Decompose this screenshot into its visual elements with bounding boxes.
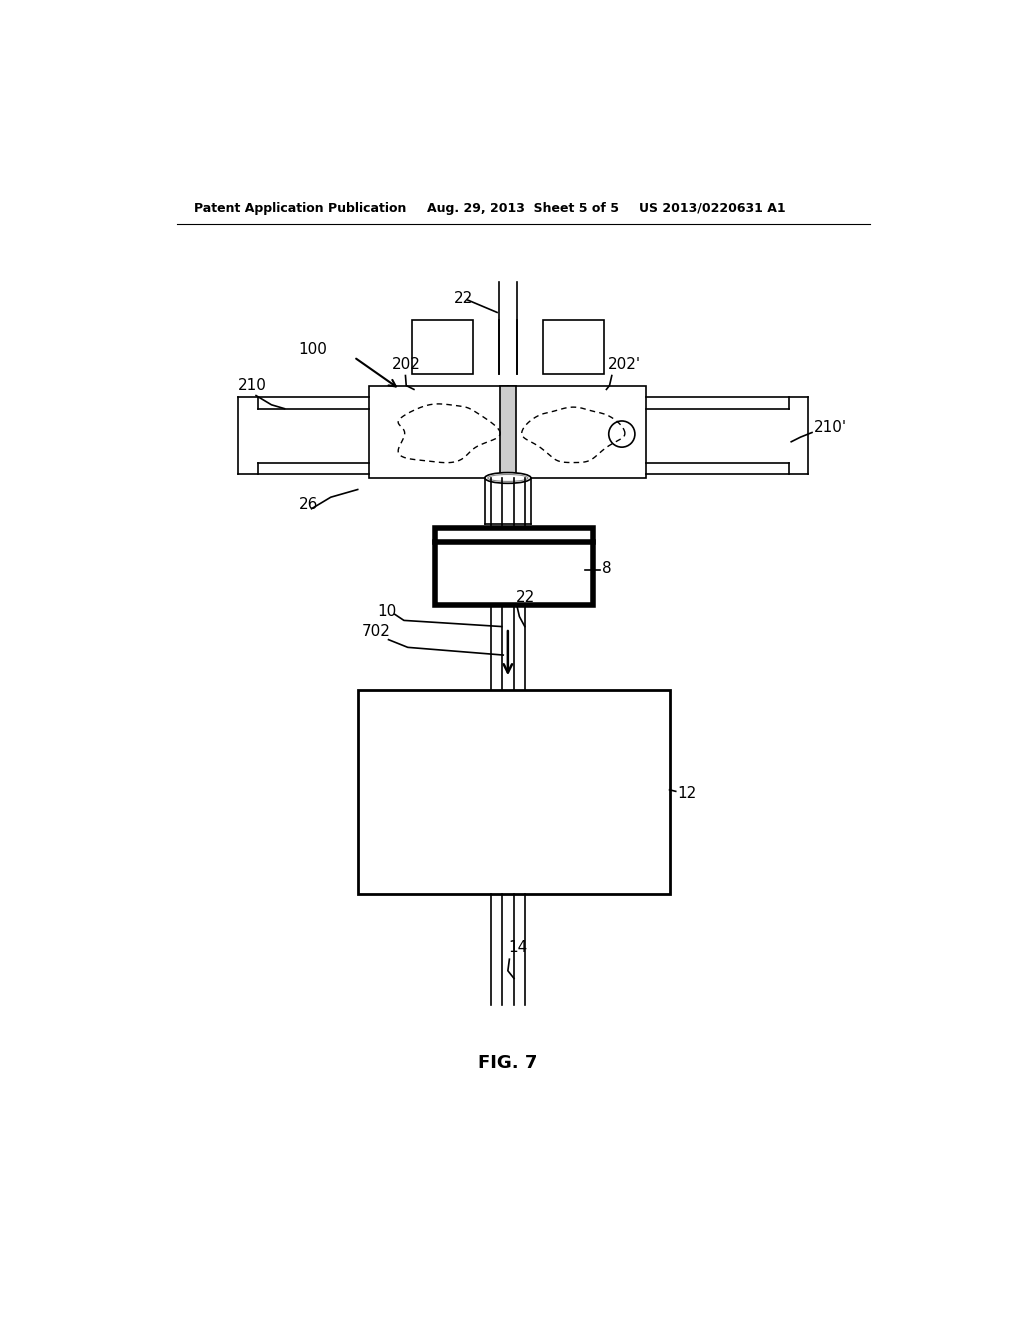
Text: 26: 26 (298, 498, 317, 512)
Bar (435, 528, 593, 605)
Text: 202: 202 (392, 358, 421, 372)
Text: 12: 12 (677, 787, 696, 801)
Text: 14: 14 (508, 940, 527, 956)
Text: 22: 22 (454, 290, 473, 306)
Text: US 2013/0220631 A1: US 2013/0220631 A1 (639, 202, 785, 215)
Text: 10: 10 (377, 603, 396, 619)
Bar (500, 385, 515, 478)
Text: 22: 22 (515, 590, 535, 605)
Bar (370, 385, 508, 478)
Text: Patent Application Publication: Patent Application Publication (194, 202, 407, 215)
Text: 8: 8 (602, 561, 611, 576)
Text: 100: 100 (298, 342, 328, 356)
Bar (412, 321, 473, 374)
Text: 210': 210' (814, 420, 848, 436)
Text: FIG. 7: FIG. 7 (478, 1055, 538, 1072)
Text: 702: 702 (361, 624, 390, 639)
Bar (508, 385, 646, 478)
Bar (435, 528, 593, 605)
Bar (357, 689, 670, 894)
Text: Aug. 29, 2013  Sheet 5 of 5: Aug. 29, 2013 Sheet 5 of 5 (427, 202, 620, 215)
Text: 210: 210 (239, 378, 267, 393)
Text: 202': 202' (608, 358, 641, 372)
Circle shape (608, 421, 635, 447)
Bar (543, 321, 604, 374)
Ellipse shape (484, 473, 531, 483)
